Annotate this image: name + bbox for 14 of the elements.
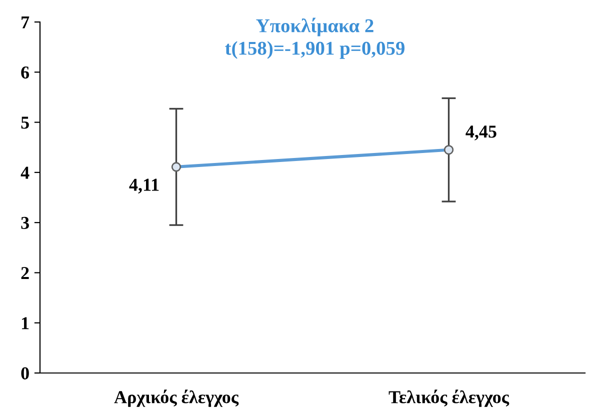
- x-tick-label: Τελικός έλεγχος: [388, 390, 510, 407]
- chart-title: Υποκλίμακα 2: [256, 18, 374, 36]
- x-tick-label: Αρχικός έλεγχος: [114, 390, 239, 407]
- y-tick-label: 2: [21, 267, 29, 279]
- y-tick-label: 4: [20, 166, 30, 179]
- y-tick-label: 3: [21, 216, 29, 230]
- y-tick-label: 1: [22, 317, 29, 330]
- y-tick-label: 6: [21, 66, 30, 79]
- text: t(158)=-1,901 p=0,059: [225, 41, 404, 59]
- y-tick-label: 0: [21, 367, 29, 380]
- y-tick-label: 5: [21, 116, 29, 129]
- y-tick-label: 7: [22, 16, 30, 28]
- data-label: 4,11: [129, 178, 159, 194]
- data-label: 4,45: [466, 126, 496, 140]
